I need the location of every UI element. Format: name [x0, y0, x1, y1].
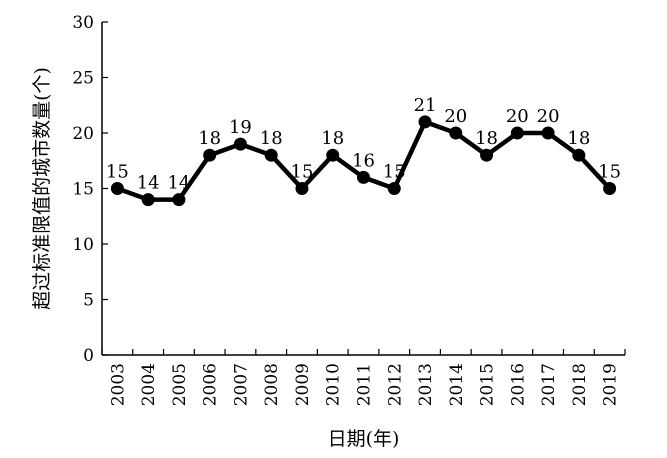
x-tick-label: 2017: [539, 363, 559, 406]
data-label: 20: [537, 106, 560, 127]
x-tick-label: 2010: [324, 363, 344, 406]
y-tick-label: 25: [72, 69, 94, 89]
x-tick-label: 2005: [170, 363, 190, 406]
data-point: [110, 182, 124, 195]
x-tick-label: 2016: [508, 363, 528, 406]
y-tick-label: 30: [72, 13, 94, 33]
data-label: 18: [321, 128, 344, 149]
x-tick-label: 2006: [201, 363, 221, 406]
series-layer: [110, 115, 617, 207]
data-label: 18: [475, 128, 498, 149]
data-point: [387, 182, 401, 195]
data-point: [203, 148, 217, 162]
y-tick-label: 20: [72, 124, 94, 144]
data-label: 21: [414, 95, 437, 116]
data-point: [480, 148, 494, 162]
data-point: [510, 126, 524, 140]
data-label: 15: [291, 162, 314, 183]
data-label: 18: [198, 128, 221, 149]
data-label: 15: [106, 162, 129, 183]
x-tick-label: 2012: [385, 363, 405, 406]
data-label: 15: [598, 162, 621, 183]
data-label: 14: [167, 173, 190, 194]
data-label: 19: [229, 117, 252, 138]
y-tick-label: 10: [72, 235, 94, 255]
data-label: 20: [506, 106, 529, 127]
y-tick-label: 0: [83, 346, 94, 366]
x-tick-label: 2008: [262, 363, 282, 406]
data-point: [326, 148, 340, 162]
data-point: [172, 193, 186, 207]
x-tick-label: 2004: [139, 363, 159, 406]
data-point: [603, 182, 617, 195]
data-point: [264, 148, 278, 162]
x-tick-label: 2003: [108, 363, 128, 406]
x-axis-title: 日期(年): [328, 428, 400, 450]
data-point: [141, 193, 155, 207]
data-labels: 15 14 14 18 19 18 15 18 16 15 21 20 18 20 20 18 15: [106, 95, 621, 194]
x-tick-label: 2019: [601, 363, 621, 406]
data-label: 18: [260, 128, 283, 149]
x-tick-label: 2018: [570, 363, 590, 406]
y-axis-title: 超过标准限值的城市数量(个): [31, 67, 53, 310]
y-axis: 0 5 10 15 20 25 30: [72, 13, 108, 366]
x-tick-label: 2011: [355, 363, 375, 406]
data-point: [541, 126, 555, 140]
x-tick-label: 2014: [447, 363, 467, 406]
data-point: [233, 137, 247, 151]
data-point: [295, 182, 309, 195]
x-tick-label: 2015: [478, 363, 498, 406]
data-label: 16: [352, 150, 375, 171]
y-tick-label: 5: [83, 291, 94, 311]
data-point: [418, 115, 432, 129]
y-tick-label: 15: [72, 180, 94, 200]
x-tick-label: 2013: [416, 363, 436, 406]
data-label: 15: [383, 162, 406, 183]
data-label: 20: [444, 106, 467, 127]
x-tick-label: 2009: [293, 363, 313, 406]
x-axis: 2003 2004 2005 2006 2007 2008 2009 2010 2011 2012…: [101, 349, 626, 406]
x-tick-label: 2007: [231, 363, 251, 406]
data-point: [449, 126, 463, 140]
data-point: [357, 170, 370, 184]
data-label: 18: [567, 128, 590, 149]
data-point: [572, 148, 586, 162]
data-label: 14: [137, 173, 160, 194]
